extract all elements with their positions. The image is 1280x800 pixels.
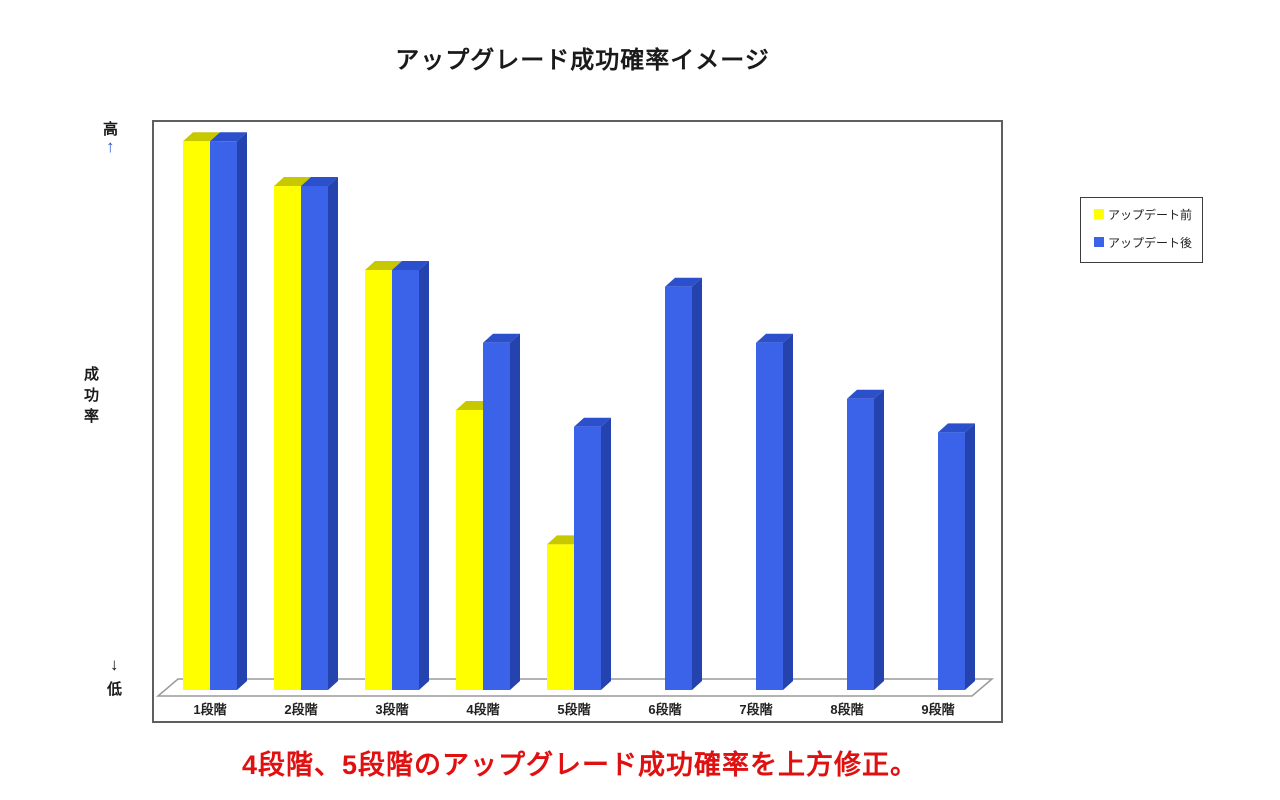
- x-axis-label-4: 4段階: [466, 702, 500, 717]
- bar-side-after-stage9: [965, 423, 975, 690]
- x-axis-label-8: 8段階: [830, 702, 864, 717]
- bar-top-after-stage7: [756, 333, 793, 343]
- legend-item-before: アップデート前: [1094, 207, 1193, 222]
- bar-side-after-stage8: [874, 389, 884, 690]
- bar-front-before-stage2: [274, 186, 301, 690]
- bar-front-after-stage4: [483, 342, 510, 690]
- x-axis-label-9: 9段階: [921, 702, 955, 717]
- bar-top-after-stage2: [301, 177, 338, 186]
- x-axis-label-6: 6段階: [648, 702, 682, 717]
- bar-front-before-stage3: [365, 270, 392, 690]
- bar-top-after-stage4: [483, 333, 520, 343]
- bar-front-before-stage1: [183, 141, 210, 690]
- bar-front-after-stage3: [392, 270, 419, 690]
- bar-side-after-stage3: [419, 261, 429, 690]
- x-axis-label-5: 5段階: [557, 702, 591, 717]
- bar-front-after-stage5: [574, 426, 601, 690]
- bar-top-after-stage9: [938, 423, 975, 433]
- legend-item-after: アップデート後: [1094, 235, 1193, 250]
- legend-swatch-before-icon: [1094, 209, 1104, 219]
- y-axis-up-arrow: ↑: [106, 137, 115, 156]
- legend-label-before: アップデート前: [1108, 207, 1193, 222]
- bar-front-after-stage8: [847, 398, 874, 690]
- bar-side-after-stage6: [692, 277, 702, 690]
- legend: アップデート前 アップデート後: [1080, 197, 1203, 263]
- y-axis-down-arrow: ↓: [110, 655, 119, 674]
- bar-top-after-stage5: [574, 417, 611, 427]
- bar-top-before-stage3: [365, 261, 402, 270]
- bar-front-after-stage6: [665, 286, 692, 690]
- bar-side-after-stage2: [328, 177, 338, 690]
- bar-front-after-stage9: [938, 432, 965, 690]
- legend-swatch-after-icon: [1094, 237, 1104, 247]
- y-axis-title: 成功率: [82, 366, 99, 429]
- bar-top-after-stage1: [210, 132, 247, 142]
- bar-front-after-stage2: [301, 186, 328, 690]
- bar-side-after-stage1: [237, 132, 247, 690]
- x-axis-label-1: 1段階: [193, 702, 227, 717]
- bar-top-before-stage2: [274, 177, 311, 186]
- chart-canvas: [155, 132, 995, 697]
- bar-top-after-stage6: [665, 277, 702, 287]
- x-axis-label-7: 7段階: [739, 702, 773, 717]
- bar-side-after-stage5: [601, 417, 611, 690]
- bar-front-before-stage5: [547, 544, 574, 690]
- y-axis-low-label: 低: [107, 681, 123, 698]
- bar-top-after-stage3: [392, 261, 429, 270]
- bar-top-before-stage1: [183, 132, 220, 142]
- bar-front-after-stage7: [756, 342, 783, 690]
- chart-title: アップグレード成功確率イメージ: [395, 47, 770, 74]
- bar-top-after-stage8: [847, 389, 884, 399]
- bar-front-before-stage4: [456, 410, 483, 690]
- chart-caption: 4段階、5段階のアップグレード成功確率を上方修正。: [241, 750, 919, 780]
- bar-side-after-stage4: [510, 333, 520, 690]
- x-axis-label-2: 2段階: [284, 702, 318, 717]
- plot-area: 1段階 2段階 3段階 4段階 5段階 6段階 7段階 8段階 9段階: [152, 120, 1003, 723]
- y-axis-high-label: 高: [103, 121, 119, 138]
- bar-front-after-stage1: [210, 141, 237, 690]
- bar-side-after-stage7: [783, 333, 793, 690]
- legend-label-after: アップデート後: [1108, 235, 1193, 250]
- x-axis-label-3: 3段階: [375, 702, 409, 717]
